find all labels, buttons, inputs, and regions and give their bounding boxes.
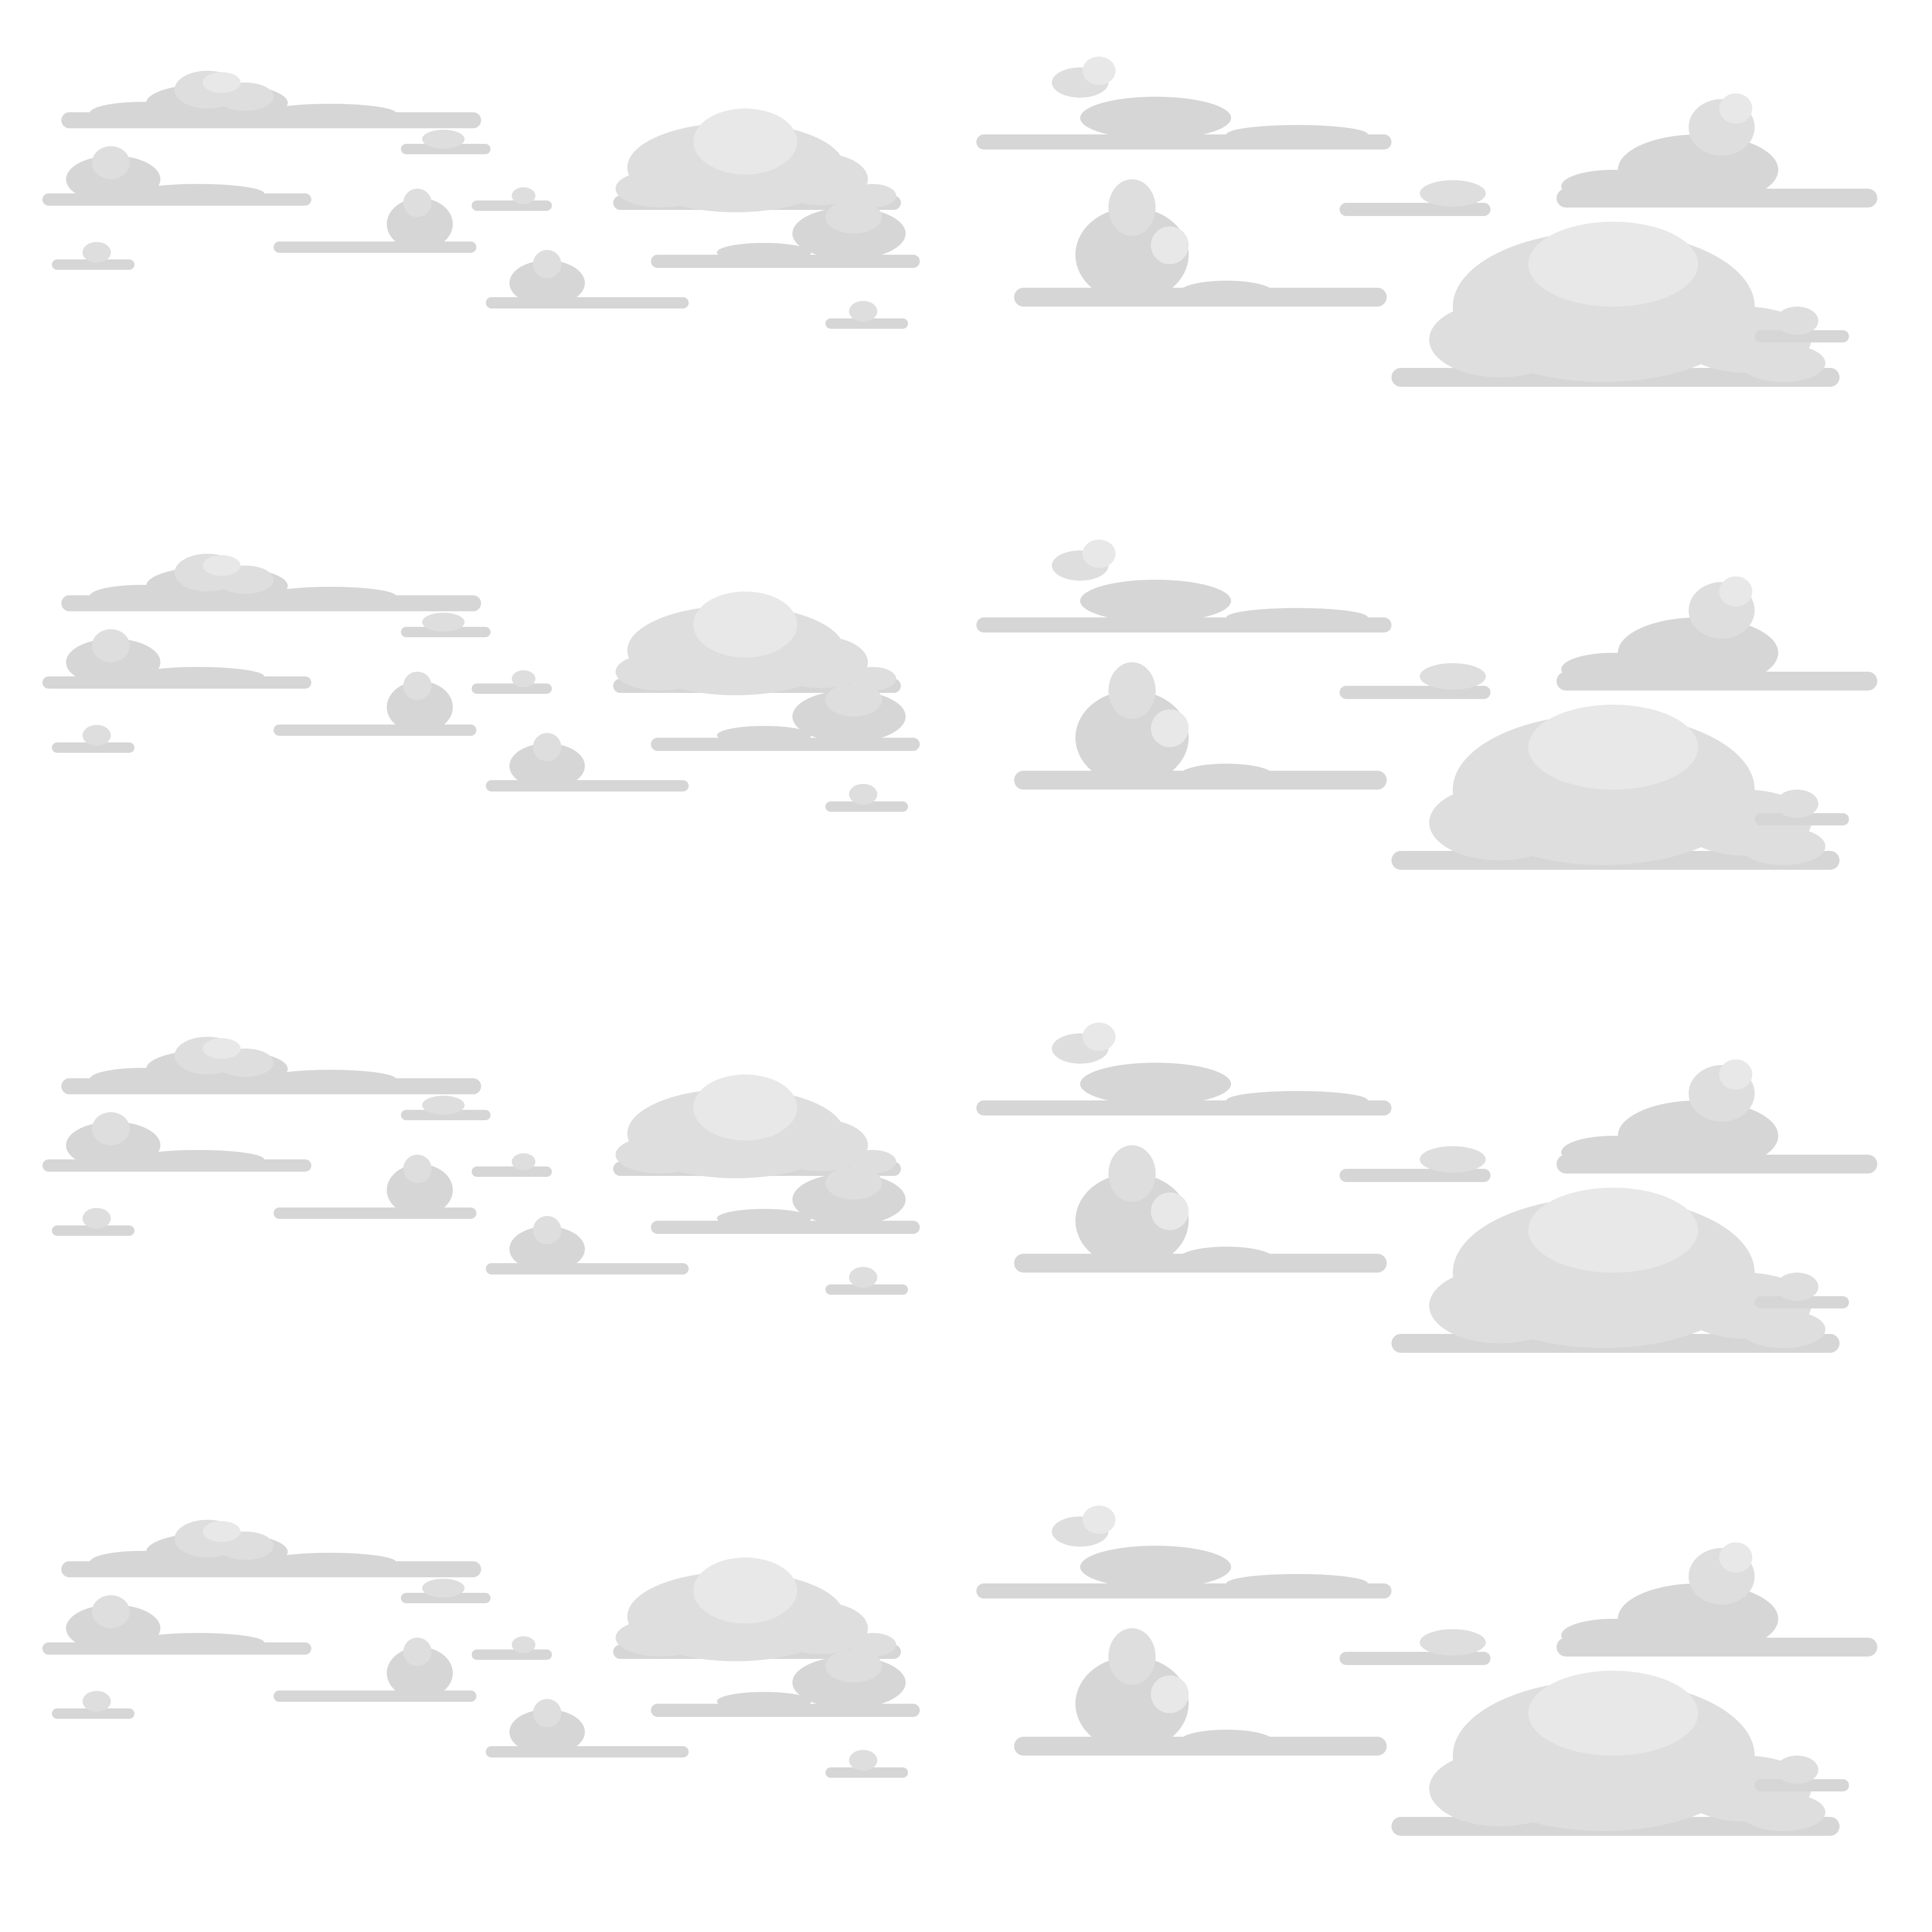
cloud-row bbox=[42, 57, 1877, 387]
cloud-row bbox=[42, 540, 1877, 870]
cloud-row bbox=[42, 1023, 1877, 1353]
cloud-row bbox=[42, 1506, 1877, 1836]
